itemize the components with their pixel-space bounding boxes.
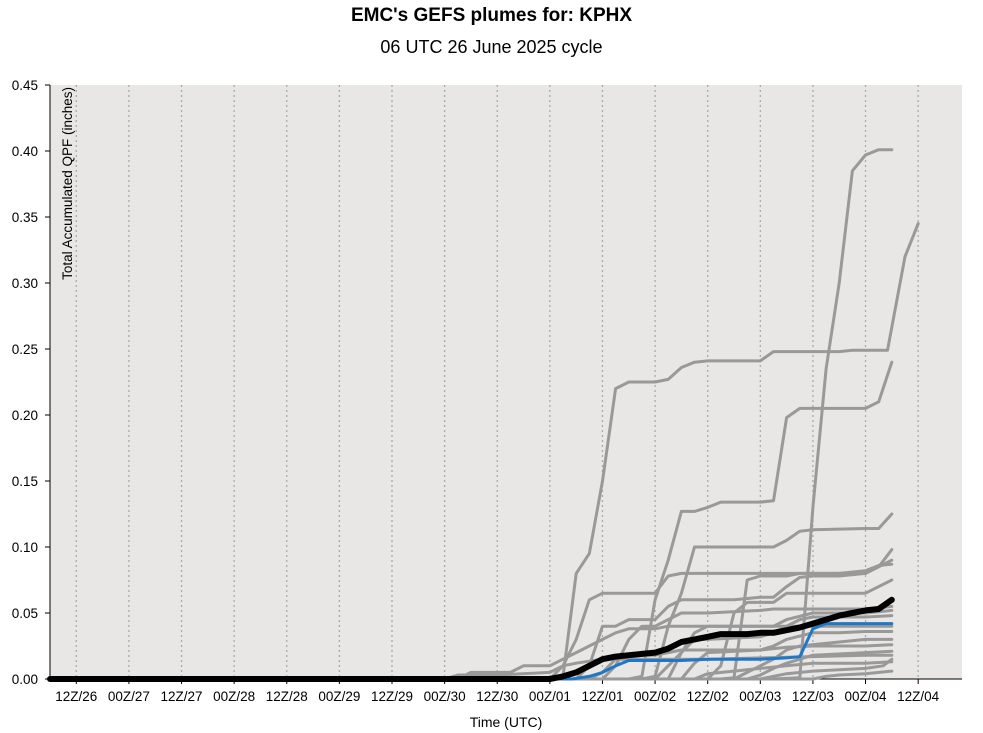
- y-tick-label: 0.35: [12, 210, 38, 225]
- chart-subtitle: 06 UTC 26 June 2025 cycle: [380, 37, 603, 57]
- x-tick-label: 12Z/03: [792, 689, 834, 704]
- x-tick-label: 00Z/03: [739, 689, 781, 704]
- x-tick-label: 00Z/01: [529, 689, 571, 704]
- ensemble-member-line: [48, 624, 894, 681]
- y-tick-label: 0.15: [12, 474, 38, 489]
- y-tick-label: 0.45: [12, 78, 38, 93]
- x-tick-label: 12Z/30: [476, 689, 518, 704]
- control-member-line: [48, 622, 894, 681]
- x-tick-label: 12Z/29: [371, 689, 413, 704]
- ensemble-member-line: [48, 360, 894, 681]
- y-tick-label: 0.20: [12, 408, 38, 423]
- x-tick-label: 12Z/26: [55, 689, 97, 704]
- ensemble-member-line: [48, 222, 920, 681]
- axes: 12Z/26 00Z/27 12Z/27 00Z/28 12Z/28 00Z/29 12Z/…: [12, 78, 962, 704]
- ensemble-member-line: [48, 630, 894, 681]
- x-tick-label: 12Z/01: [581, 689, 623, 704]
- y-axis-label: Total Accumulated QPF (inches): [60, 87, 75, 280]
- x-tick-label: 00Z/28: [213, 689, 255, 704]
- ensemble-member-line: [48, 660, 894, 681]
- y-tick-label: 0.25: [12, 342, 38, 357]
- x-tick-label: 12Z/28: [266, 689, 308, 704]
- x-axis-label: Time (UTC): [470, 714, 543, 730]
- x-tick-label: 00Z/02: [634, 689, 676, 704]
- y-tick-label: 0.05: [12, 606, 38, 621]
- x-tick-label: 12Z/27: [161, 689, 203, 704]
- x-tick-label: 00Z/27: [108, 689, 150, 704]
- y-tick-label: 0.10: [12, 540, 38, 555]
- ensemble-member-line: [48, 614, 894, 681]
- y-tick-label: 0.00: [12, 672, 38, 687]
- ensemble-member-line: [48, 669, 894, 681]
- plot-area: [50, 85, 962, 679]
- y-tick-label: 0.40: [12, 144, 38, 159]
- ensemble-member-line: [48, 637, 894, 681]
- ensemble-member-line: [48, 548, 894, 681]
- x-tick-label: 00Z/30: [424, 689, 466, 704]
- y-tick-label: 0.30: [12, 276, 38, 291]
- x-tick-label: 12Z/02: [687, 689, 729, 704]
- chart-title: EMC's GEFS plumes for: KPHX: [350, 5, 633, 26]
- x-tick-label: 12Z/04: [897, 689, 940, 704]
- x-tick-label: 00Z/04: [845, 689, 888, 704]
- ensemble-mean-line: [47, 596, 895, 682]
- series-lines: [47, 148, 920, 682]
- x-tick-label: 00Z/29: [318, 689, 360, 704]
